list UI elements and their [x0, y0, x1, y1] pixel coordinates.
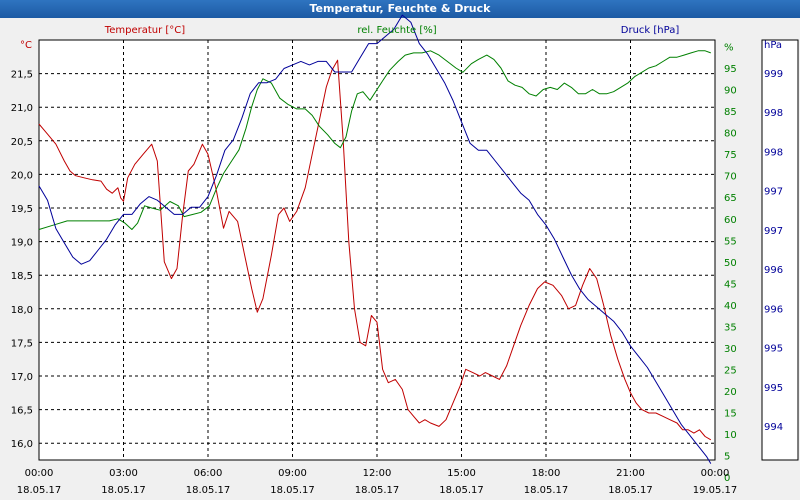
pressure-tick-label: 994 — [764, 422, 783, 433]
temperature-axis-header: Temperatur [°C] — [104, 25, 185, 36]
humidity-tick-label: 0 — [724, 473, 730, 484]
humidity-tick-label: 80 — [724, 129, 737, 140]
humidity-tick-label: 10 — [724, 430, 737, 441]
humidity-tick-label: 25 — [724, 366, 737, 377]
humidity-tick-label: 45 — [724, 279, 737, 290]
temperature-unit-label: °C — [20, 40, 32, 51]
date-tick-label: 18.05.17 — [355, 485, 400, 496]
humidity-tick-label: 90 — [724, 86, 737, 97]
pressure-tick-label: 995 — [764, 383, 783, 394]
temperature-axis: 21,5 21,0 20,5 20,0 19,5 19,0 18,5 18,0 17,5 17,0… — [11, 70, 33, 451]
humidity-tick-label: 95 — [724, 64, 737, 75]
pressure-axis-header: Druck [hPa] — [621, 25, 680, 36]
temperature-tick-label: 20,5 — [11, 137, 33, 148]
humidity-tick-label: 5 — [724, 452, 730, 463]
pressure-tick-label: 997 — [764, 187, 783, 198]
humidity-tick-label: 50 — [724, 258, 737, 269]
humidity-tick-label: 15 — [724, 409, 737, 420]
pressure-tick-label: 997 — [764, 226, 783, 237]
temperature-tick-label: 19,5 — [11, 204, 33, 215]
humidity-tick-label: 65 — [724, 193, 737, 204]
date-tick-label: 18.05.17 — [524, 485, 569, 496]
time-tick-label: 03:00 — [109, 468, 138, 479]
temperature-tick-label: 18,5 — [11, 271, 33, 282]
date-tick-label: 19.05.17 — [693, 485, 738, 496]
grid-lines — [39, 40, 715, 460]
temperature-tick-label: 19,0 — [11, 238, 33, 249]
time-tick-label: 00:00 — [701, 468, 730, 479]
pressure-tick-label: 995 — [764, 344, 783, 355]
humidity-tick-label: 40 — [724, 301, 737, 312]
pressure-tick-label: 998 — [764, 147, 783, 158]
temperature-tick-label: 21,5 — [11, 70, 33, 81]
pressure-tick-label: 998 — [764, 108, 783, 119]
humidity-tick-label: 85 — [724, 107, 737, 118]
temperature-tick-label: 17,0 — [11, 372, 33, 383]
time-tick-label: 06:00 — [194, 468, 223, 479]
humidity-tick-label: 75 — [724, 150, 737, 161]
date-tick-label: 18.05.17 — [608, 485, 653, 496]
humidity-tick-label: 20 — [724, 387, 737, 398]
pressure-axis: 999 998 998 997 997 996 996 995 995 994 — [764, 69, 783, 433]
temperature-tick-label: 21,0 — [11, 103, 33, 114]
pressure-unit-label: hPa — [764, 40, 782, 51]
humidity-tick-label: % — [724, 42, 734, 53]
humidity-tick-label: 60 — [724, 215, 737, 226]
time-axis: 00:00 18.05.17 03:00 18.05.17 06:00 18.05.17 0… — [17, 468, 738, 496]
temperature-tick-label: 16,0 — [11, 439, 33, 450]
date-tick-label: 18.05.17 — [17, 485, 62, 496]
time-tick-label: 09:00 — [278, 468, 307, 479]
time-tick-label: 15:00 — [447, 468, 476, 479]
rel-feuchte-series-line — [38, 50, 711, 230]
pressure-tick-label: 996 — [764, 304, 783, 315]
humidity-tick-label: 35 — [724, 322, 737, 333]
time-tick-label: 18:00 — [532, 468, 561, 479]
time-tick-label: 21:00 — [616, 468, 645, 479]
humidity-tick-label: 70 — [724, 172, 737, 183]
humidity-tick-label: 30 — [724, 344, 737, 355]
date-tick-label: 18.05.17 — [439, 485, 484, 496]
date-tick-label: 18.05.17 — [101, 485, 146, 496]
humidity-tick-label: 55 — [724, 236, 737, 247]
druck-hpa-series-line — [38, 14, 712, 464]
temperature-tick-label: 18,0 — [11, 305, 33, 316]
humidity-axis-header: rel. Feuchte [%] — [357, 25, 436, 36]
pressure-tick-label: 999 — [764, 69, 783, 80]
date-tick-label: 18.05.17 — [270, 485, 315, 496]
right-axis-panel — [761, 39, 799, 461]
temperature-tick-label: 16,5 — [11, 406, 33, 417]
temperature-tick-label: 17,5 — [11, 338, 33, 349]
chart-title: Temperatur, Feuchte & Druck — [0, 0, 800, 18]
date-tick-label: 18.05.17 — [186, 485, 231, 496]
time-tick-label: 00:00 — [25, 468, 54, 479]
temperatur-c-series-line — [38, 59, 712, 441]
time-tick-label: 12:00 — [363, 468, 392, 479]
temperature-tick-label: 20,0 — [11, 170, 33, 181]
pressure-tick-label: 996 — [764, 265, 783, 276]
series-layer — [38, 14, 712, 464]
